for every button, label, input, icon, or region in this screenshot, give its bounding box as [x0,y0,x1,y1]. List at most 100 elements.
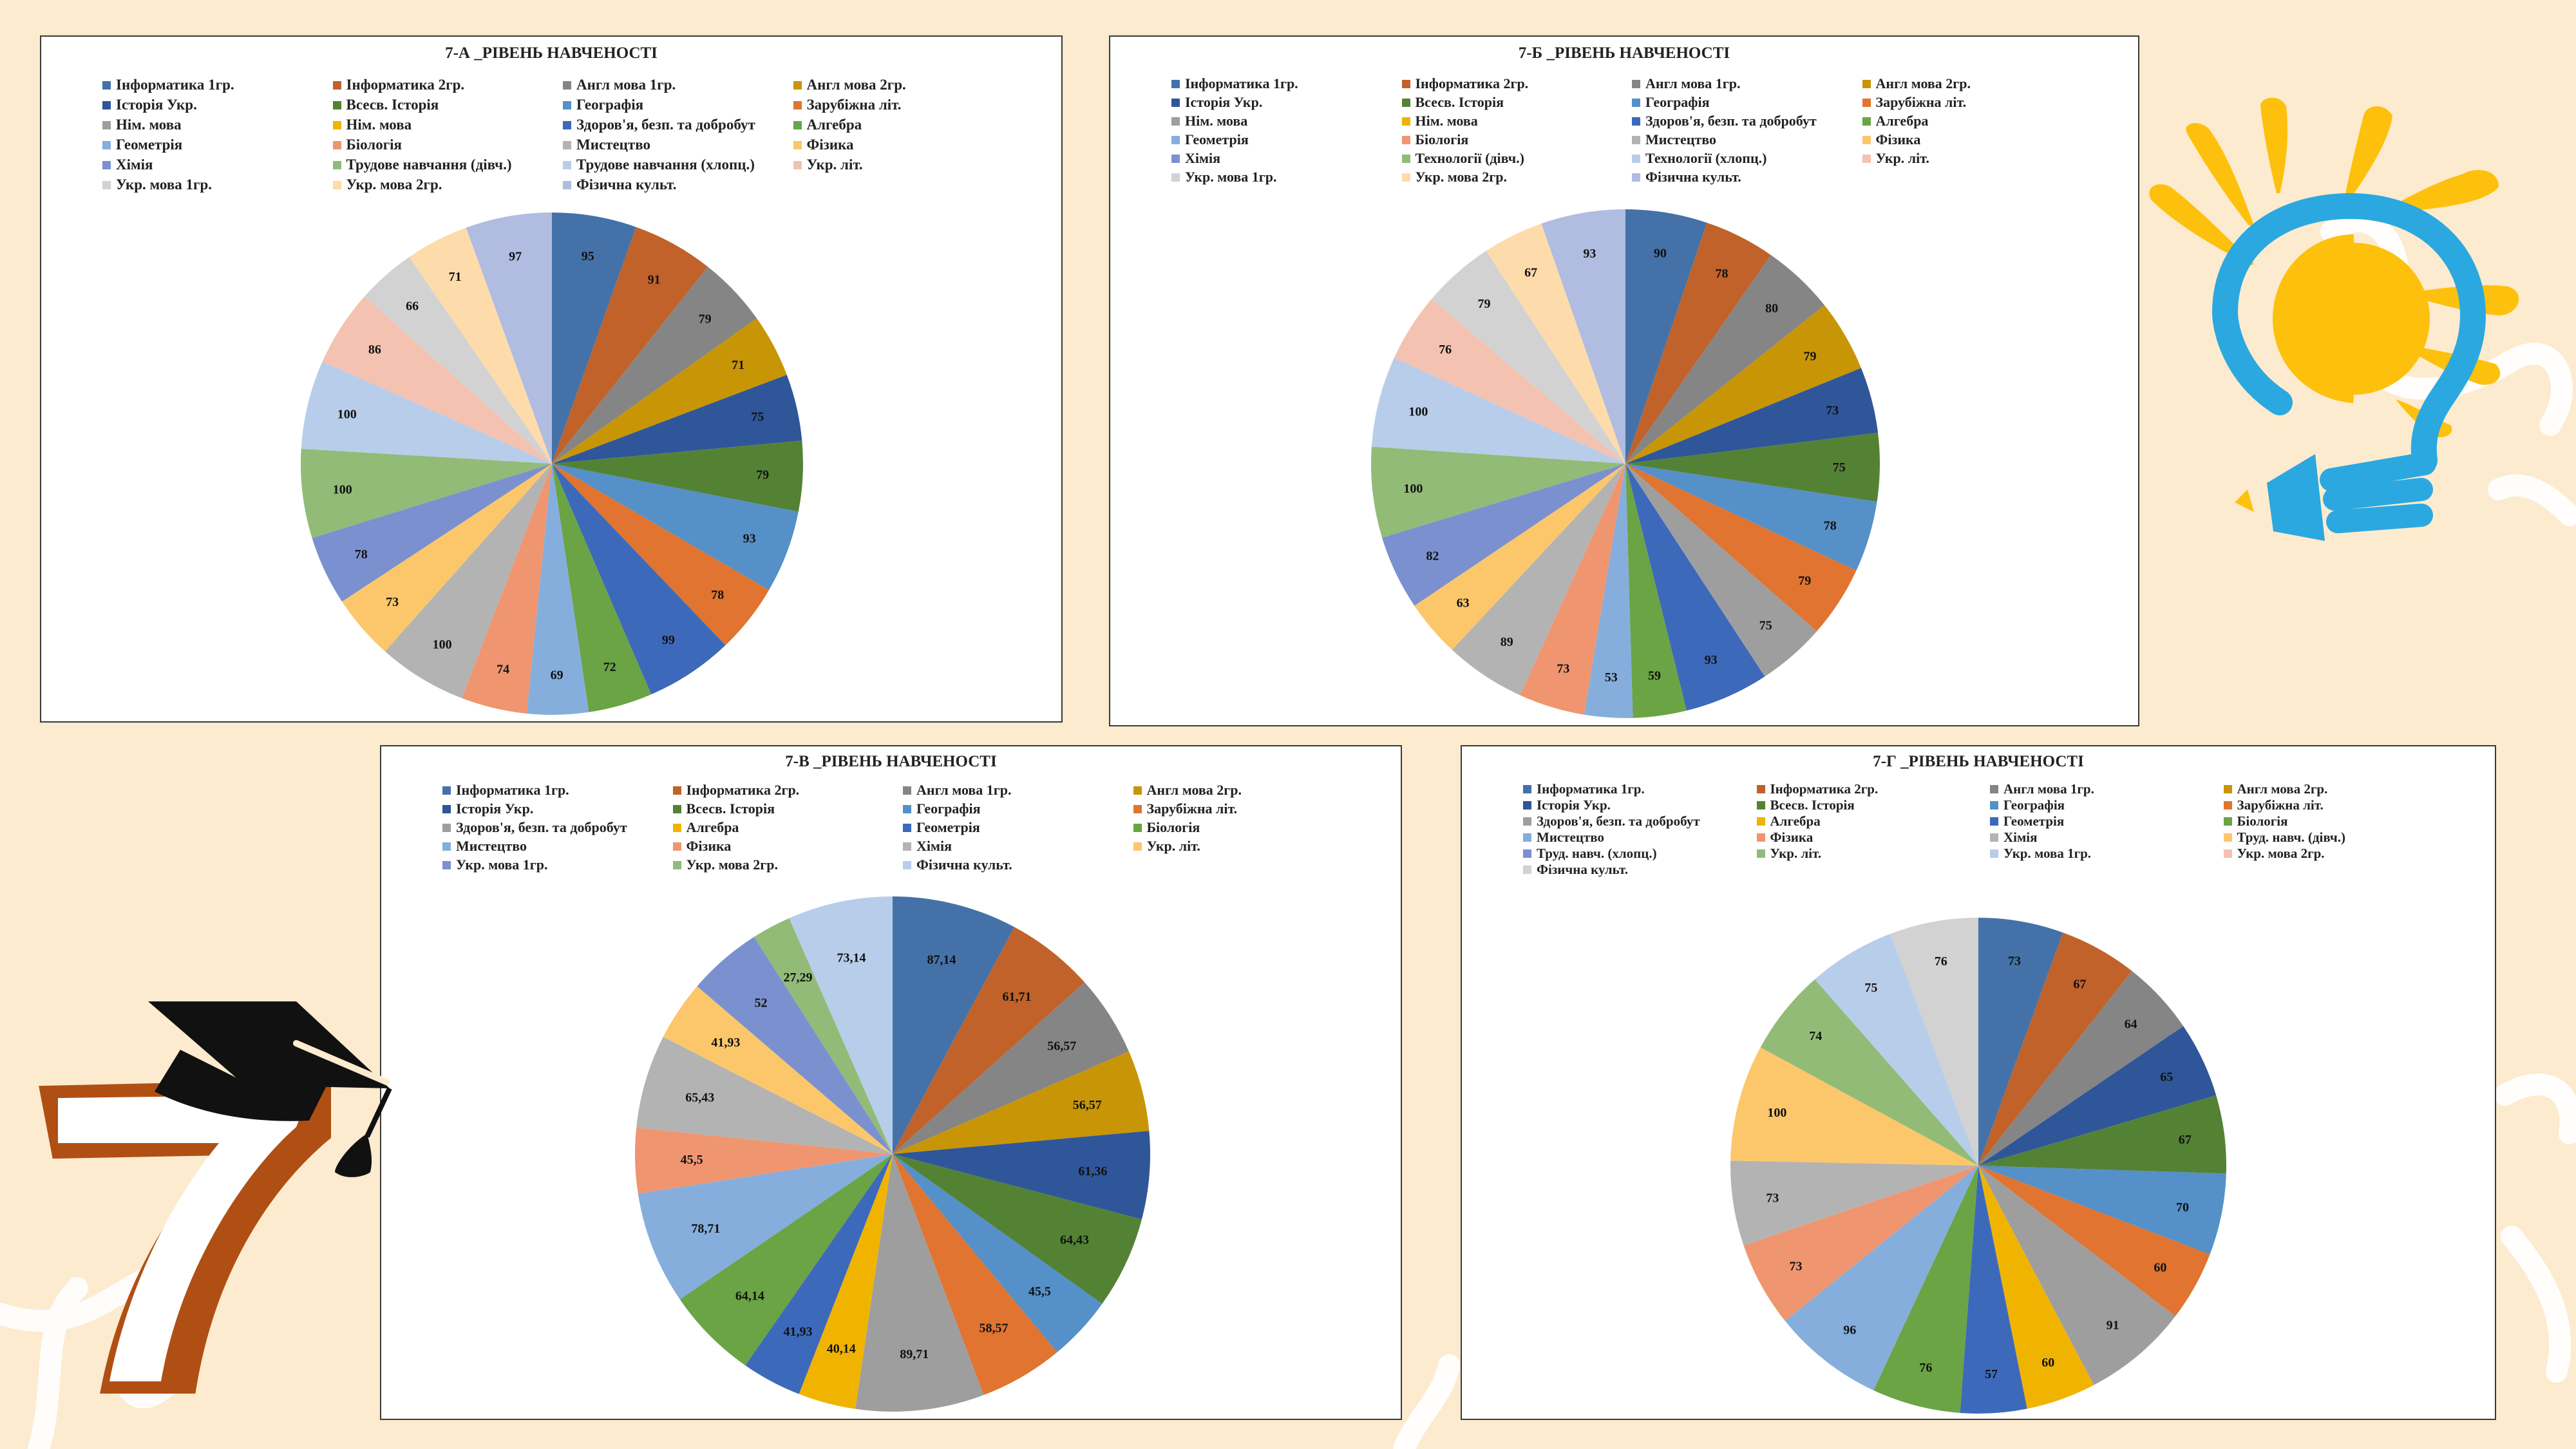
legend-item: Укр. мова 1гр. [1990,846,2217,862]
slice-data-label: 59 [1648,669,1661,683]
pie-slice [1541,209,1625,464]
legend-swatch [1632,79,1640,88]
pie-slice [1625,433,1880,502]
slice-data-label: 64,43 [1060,1233,1089,1247]
slice-data-label: 100 [333,482,352,497]
legend-item: Географія [563,97,787,113]
legend-swatch [1756,849,1765,858]
legend-label: Укр. мова 2гр. [346,176,442,193]
legend-label: Нім. мова [116,117,182,133]
pie-chart: 95 91 79 71 75 79 93 78 99 72 69 74 100 73 78 100 100 86 6… [301,213,803,715]
legend-label: Технології (хлопц.) [1645,150,1767,166]
legend-item: Біологія [2223,813,2451,829]
legend-item: Геометрія [903,819,1127,836]
legend-swatch [793,80,802,90]
pie-slice [1873,1166,1978,1413]
slice-data-label: 91 [2107,1318,2119,1332]
legend-label: Англ мова 2гр. [806,77,906,93]
legend-swatch [1133,786,1142,795]
legend-item: Фізика [1756,829,1984,846]
pie-slice [312,464,552,602]
pie-slice [663,986,893,1154]
legend-label: Алгебра [806,117,862,133]
legend-swatch [1862,117,1871,126]
pie-slice [1432,251,1625,464]
legend-swatch [1990,785,1998,793]
pie-slice [893,982,1129,1154]
legend-label: Укр. мова 1гр. [2003,846,2092,861]
slice-data-label: 40,14 [827,1342,856,1356]
pie-slice [552,267,757,464]
legend-item: Англ мова 1гр. [1990,781,2217,797]
legend-swatch [442,860,451,869]
legend-swatch [1171,117,1180,126]
legend-swatch [1990,833,1998,842]
legend-item: Нім. мова [1171,113,1396,129]
slice-data-label: 53 [1605,670,1618,685]
legend-label: Історія Укр. [116,97,197,113]
slice-data-label: 45,5 [1028,1285,1051,1299]
pie-slice [697,936,893,1154]
chart-title: 7-Г _РІВЕНЬ НАВЧЕНОСТІ [1873,753,2084,770]
pie-slice [462,464,552,714]
slice-data-label: 93 [1583,247,1596,261]
legend-item: Труд. навч. (хлопц.) [1523,846,1750,862]
legend-item: Мистецтво [563,137,787,153]
pie-slice [1452,464,1625,696]
legend-label: Біологія [1146,819,1200,835]
pie-slice [1625,209,1707,464]
pie-chart: 90 78 80 79 73 75 78 79 75 93 59 53 73 89 63 82 100 100 76… [1371,209,1880,718]
legend-swatch [672,860,681,869]
legend-item: Укр. літ. [1862,150,2087,167]
legend-label: Зарубіжна літ. [806,97,902,113]
legend-item: Технології (дівч.) [1401,150,1626,167]
slice-data-label: 60 [2154,1261,2166,1275]
legend-label: Всесв. Історія [346,97,439,113]
slice-data-label: 80 [1765,301,1778,316]
legend-label: Труд. навч. (дівч.) [2237,829,2345,845]
slice-data-label: 93 [743,531,756,545]
legend-label: Алгебра [1875,113,1929,129]
legend-label: Фізика [1770,829,1814,845]
slice-data-label: 73 [1826,404,1839,418]
legend-swatch [332,80,341,90]
legend-label: Трудове навчання (дівч.) [346,156,512,173]
slice-data-label: 100 [433,638,452,652]
slice-data-label: 78 [1824,518,1837,533]
legend-item: Англ мова 2гр. [1133,782,1358,799]
pie-slice [409,227,552,464]
slice-data-label: 79 [756,468,769,482]
slice-data-label: 100 [337,407,357,421]
legend-label: Алгебра [686,819,739,835]
pie-slice [1394,299,1625,464]
legend-label: Зарубіжна літ. [1146,800,1238,817]
legend-item: Хімія [102,156,327,173]
slice-data-label: 78,71 [691,1222,720,1236]
pie-slice [1978,933,2132,1166]
slice-data-label: 89 [1501,635,1513,649]
pie-slice [466,213,552,464]
slice-data-label: 75 [1864,981,1877,995]
pie-slice [552,464,799,591]
pie-slice [1625,464,1817,677]
legend-swatch [793,100,802,109]
slice-data-label: 56,57 [1047,1039,1076,1054]
legend-item: Укр. мова 2гр. [332,176,557,193]
legend-item: Зарубіжна літ. [1133,800,1358,817]
legend-item: Фізична культ. [1523,862,1750,878]
legend-label: Англ мова 2гр. [1875,75,1971,91]
pie-slice [679,1154,893,1366]
legend-swatch [102,100,111,109]
legend-label: Здоров'я, безп. та добробут [1645,113,1817,129]
legend-item: Зарубіжна літ. [2223,797,2451,813]
legend-swatch [1862,135,1871,144]
slice-data-label: 63 [1457,596,1470,610]
legend-label: Мистецтво [1645,131,1716,147]
pie-slice [1625,254,1825,464]
legend-swatch [1990,849,1998,858]
legend-swatch [332,180,341,189]
legend-swatch [903,786,911,795]
pie-slice [799,1154,893,1409]
legend-label: Зарубіжна літ. [1875,94,1967,110]
slice-data-label: 75 [751,410,764,424]
